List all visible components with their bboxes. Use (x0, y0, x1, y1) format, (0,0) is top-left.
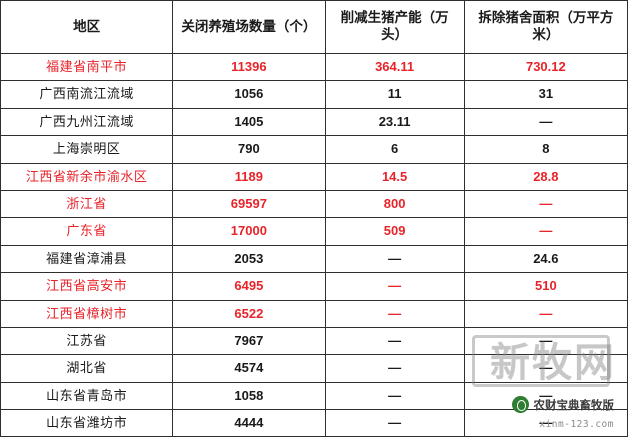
cell-closed-farms: 7967 (172, 326, 326, 356)
header-capacity-cut: 削减生猪产能（万头） (324, 0, 465, 54)
table-row: 山东省潍坊市 4444— — (0, 409, 628, 437)
table-row: 福建省漳浦县 2053—24.6 (0, 244, 628, 274)
header-row: 地区 关闭养殖场数量（个） 削减生猪产能（万头） 拆除猪舍面积（万平方米） (0, 0, 628, 54)
cell-region: 广西九州江流域 (0, 107, 174, 137)
header-closed-farms: 关闭养殖场数量（个） (172, 0, 326, 54)
cell-region: 福建省南平市 (0, 52, 174, 82)
table-row: 福建省南平市 11396 364.11 730.12 (0, 52, 628, 82)
cell-closed-farms: 1189 (172, 162, 326, 191)
cell-capacity-cut: — (324, 381, 465, 411)
cell-demolished-area: — (463, 107, 628, 137)
cell-capacity-cut: — (324, 326, 465, 356)
cell-demolished-area: — (463, 354, 628, 383)
cell-capacity-cut: 364.11 (324, 52, 465, 82)
cell-capacity-cut: 14.5 (324, 162, 465, 191)
table-row: 广西南流江流域 1056 11 31 (0, 80, 628, 109)
cell-closed-farms: 1056 (172, 80, 326, 109)
cell-closed-farms: 17000 (172, 217, 326, 246)
cell-closed-farms: 1058 (172, 381, 326, 411)
cell-closed-farms: 790 (172, 135, 326, 164)
cell-demolished-area: — (463, 326, 628, 356)
cell-capacity-cut: — (324, 272, 465, 301)
table-row: 江苏省 7967— — (0, 326, 628, 356)
cell-capacity-cut: — (324, 354, 465, 383)
cell-demolished-area: — (463, 381, 628, 411)
cell-closed-farms: 6522 (172, 299, 326, 328)
cell-capacity-cut: 509 (324, 217, 465, 246)
cell-demolished-area: 31 (463, 80, 628, 109)
cell-demolished-area: 8 (463, 135, 628, 164)
table-row: 广西九州江流域 1405 23.11— (0, 107, 628, 137)
table-body: 福建省南平市 11396 364.11 730.12 广西南流江流域 1056 11 31 广西… (0, 52, 628, 437)
cell-demolished-area: 28.8 (463, 162, 628, 191)
table-row: 江西省新余市渝水区 1189 14.5 28.8 (0, 162, 628, 191)
table-header: 地区 关闭养殖场数量（个） 削减生猪产能（万头） 拆除猪舍面积（万平方米） (0, 0, 628, 54)
cell-region: 江西省新余市渝水区 (0, 162, 174, 191)
cell-closed-farms: 6495 (172, 272, 326, 301)
cell-region: 福建省漳浦县 (0, 244, 174, 274)
cell-closed-farms: 4574 (172, 354, 326, 383)
cell-closed-farms: 69597 (172, 189, 326, 219)
table-row: 广东省 17000 509— (0, 217, 628, 246)
cell-closed-farms: 1405 (172, 107, 326, 137)
cell-demolished-area: 510 (463, 272, 628, 301)
cell-region: 湖北省 (0, 354, 174, 383)
cell-capacity-cut: 800 (324, 189, 465, 219)
table-row: 浙江省 69597 800— (0, 189, 628, 219)
table-row: 江西省樟树市 6522— — (0, 299, 628, 328)
table-row: 江西省高安市 6495—510 (0, 272, 628, 301)
cell-region: 江西省高安市 (0, 272, 174, 301)
cell-region: 江苏省 (0, 326, 174, 356)
header-region: 地区 (0, 0, 174, 54)
cell-capacity-cut: 23.11 (324, 107, 465, 137)
cell-capacity-cut: 6 (324, 135, 465, 164)
cell-capacity-cut: 11 (324, 80, 465, 109)
cell-demolished-area: — (463, 189, 628, 219)
cell-region: 广西南流江流域 (0, 80, 174, 109)
cell-capacity-cut: — (324, 409, 465, 437)
cell-capacity-cut: — (324, 299, 465, 328)
table-row: 湖北省 4574— — (0, 354, 628, 383)
cell-closed-farms: 11396 (172, 52, 326, 82)
cell-demolished-area: — (463, 409, 628, 437)
cell-demolished-area: — (463, 217, 628, 246)
header-demolished-area: 拆除猪舍面积（万平方米） (463, 0, 628, 54)
cell-closed-farms: 4444 (172, 409, 326, 437)
cell-capacity-cut: — (324, 244, 465, 274)
table-row: 上海崇明区 790 6 8 (0, 135, 628, 164)
cell-region: 上海崇明区 (0, 135, 174, 164)
cell-demolished-area: — (463, 299, 628, 328)
cell-region: 江西省樟树市 (0, 299, 174, 328)
cell-region: 山东省潍坊市 (0, 409, 174, 437)
cell-region: 广东省 (0, 217, 174, 246)
cell-closed-farms: 2053 (172, 244, 326, 274)
cell-region: 山东省青岛市 (0, 381, 174, 411)
cell-demolished-area: 730.12 (463, 52, 628, 82)
cell-demolished-area: 24.6 (463, 244, 628, 274)
table-row: 山东省青岛市 1058— — (0, 381, 628, 411)
cell-region: 浙江省 (0, 189, 174, 219)
